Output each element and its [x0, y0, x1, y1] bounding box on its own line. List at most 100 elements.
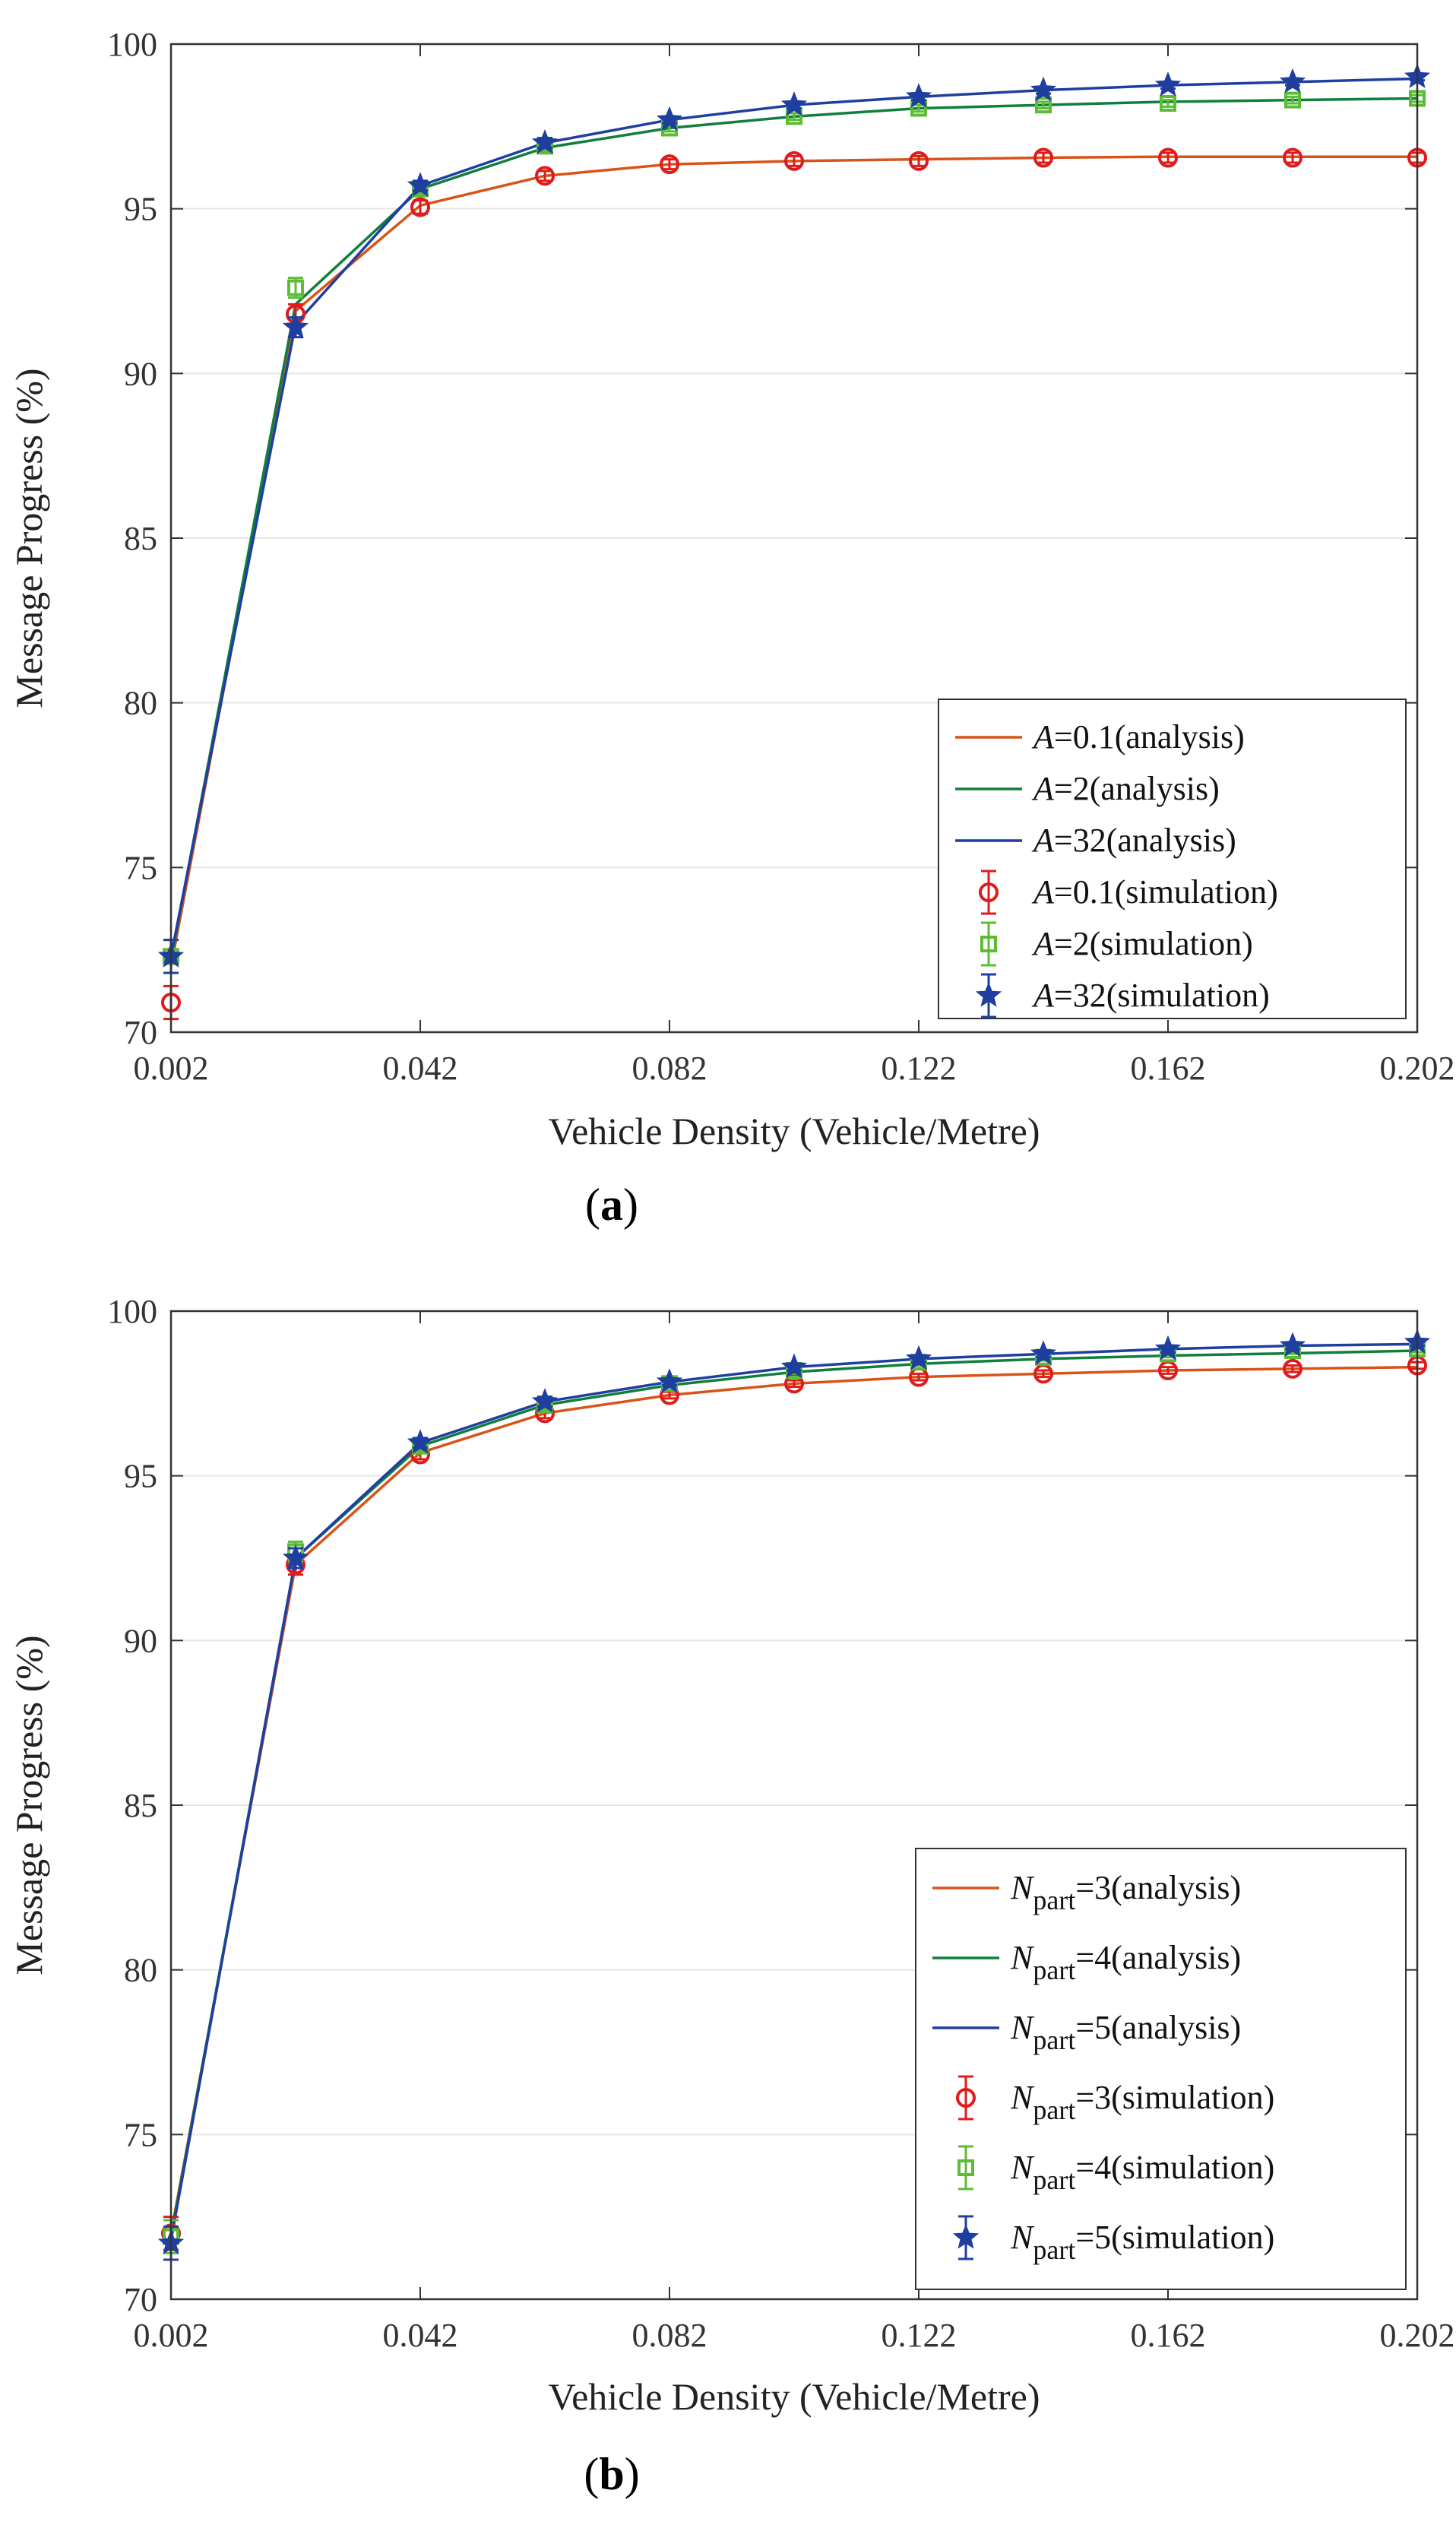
legend-label: Npart=4(analysis) [1010, 1939, 1241, 1985]
data-point [1158, 147, 1178, 168]
data-point [1154, 1335, 1182, 1361]
legend: A=0.1(analysis) A=2(analysis) A=32(analysi… [938, 699, 1407, 1019]
y-tick-label: 100 [107, 26, 157, 63]
legend-label: A=2(simulation) [1031, 925, 1253, 962]
legend-label: A=32(simulation) [1031, 977, 1270, 1014]
y-tick-label: 70 [124, 1014, 157, 1051]
data-point [1160, 95, 1176, 112]
legend-item: Npart=4(analysis) [932, 1939, 1241, 1985]
x-tick-label: 0.042 [383, 2317, 458, 2354]
data-point [1283, 147, 1302, 168]
subfigure-label: (b) [584, 2449, 639, 2499]
y-tick-label: 90 [124, 1622, 157, 1659]
data-point [531, 128, 559, 154]
legend-swatch-errorbar [958, 2145, 973, 2191]
legend-label: Npart=5(simulation) [1010, 2219, 1274, 2265]
error-bar [1160, 1366, 1176, 1375]
data-point [1279, 68, 1306, 93]
y-axis-label: Message Progress (%) [8, 1635, 50, 1975]
x-tick-label: 0.202 [1380, 1050, 1455, 1087]
data-point [905, 83, 932, 108]
data-point [909, 150, 929, 171]
error-bar [787, 1379, 802, 1389]
x-tick-label: 0.042 [383, 1050, 458, 1087]
data-point [531, 1388, 559, 1413]
x-tick-label: 0.002 [134, 1050, 209, 1087]
legend-swatch-errorbar [981, 870, 996, 915]
legend-item: A=0.1(analysis) [955, 718, 1245, 756]
legend-item: Npart=4(simulation) [957, 2145, 1274, 2195]
legend-item: A=32(simulation) [975, 973, 1270, 1018]
legend-swatch [979, 882, 999, 902]
error-bar [1036, 100, 1051, 109]
y-tick-label: 75 [124, 2116, 157, 2153]
legend-swatch-errorbar [981, 921, 996, 967]
x-tick-label: 0.162 [1131, 1050, 1206, 1087]
data-point [780, 91, 808, 116]
data-point [1035, 97, 1052, 114]
legend-swatch [975, 981, 1002, 1007]
legend-item: Npart=3(analysis) [932, 1869, 1241, 1915]
legend-swatch [980, 936, 997, 952]
axes-frame [169, 43, 1419, 1034]
data-point [656, 106, 683, 131]
data-point [1033, 147, 1053, 168]
legend-item: Npart=5(simulation) [952, 2215, 1274, 2265]
data-point [407, 172, 434, 197]
y-tick-label: 95 [124, 1458, 157, 1495]
x-tick-label: 0.122 [882, 2317, 957, 2354]
y-tick-label: 75 [124, 849, 157, 886]
error-bar [1285, 95, 1300, 105]
legend-label: A=0.1(simulation) [1031, 873, 1278, 911]
x-tick-label: 0.162 [1131, 2317, 1206, 2354]
data-point [784, 1373, 804, 1394]
subfigure-label: (a) [585, 1180, 638, 1230]
legend-item: A=32(analysis) [955, 822, 1236, 859]
legend-label: A=32(analysis) [1031, 822, 1236, 859]
data-point [1030, 1340, 1057, 1365]
y-tick-label: 95 [124, 191, 157, 228]
data-point [535, 166, 555, 186]
y-tick-label: 100 [107, 1293, 157, 1330]
data-point [287, 279, 304, 296]
x-axis-label: Vehicle Density (Vehicle/Metre) [549, 1110, 1040, 1152]
x-tick-label: 0.122 [882, 1050, 957, 1087]
error-bar [1036, 1369, 1051, 1379]
data-point [905, 1345, 932, 1370]
legend-swatch [956, 2088, 976, 2108]
legend-label: Npart=5(analysis) [1010, 2009, 1241, 2055]
data-point [1154, 71, 1182, 97]
y-tick-label: 70 [124, 2281, 157, 2318]
y-tick-label: 85 [124, 1787, 157, 1824]
x-tick-label: 0.082 [632, 2317, 707, 2354]
error-bar [1285, 1364, 1300, 1373]
error-bar [1160, 99, 1176, 108]
legend-label: Npart=4(simulation) [1010, 2149, 1274, 2195]
legend-item: A=2(analysis) [955, 770, 1220, 807]
axes-frame [169, 1310, 1419, 2301]
data-point [660, 154, 679, 175]
y-axis-label: Message Progress (%) [8, 368, 50, 708]
legend-item: A=0.1(simulation) [979, 870, 1278, 915]
chart-panel-b: 70 75 80 85 90 95 100 0.002 0.042 0.082 0.122 0.162… [8, 1293, 1455, 2499]
legend-swatch [952, 2223, 980, 2249]
data-point [282, 313, 309, 339]
x-tick-label: 0.002 [134, 2317, 209, 2354]
data-point [282, 1544, 309, 1570]
y-tick-label: 80 [124, 1952, 157, 1989]
chart-panel-a: 70 75 80 85 90 95 100 0.002 0.042 0.082 0.122 0.162… [8, 26, 1455, 1230]
legend-item: Npart=3(simulation) [956, 2075, 1274, 2125]
legend-label: Npart=3(simulation) [1010, 2079, 1274, 2125]
legend-label: Npart=3(analysis) [1010, 1869, 1241, 1915]
y-tick-label: 85 [124, 520, 157, 557]
legend-swatch [957, 2159, 974, 2176]
data-point [1279, 1332, 1306, 1357]
data-point [656, 1368, 683, 1393]
y-tick-label: 80 [124, 685, 157, 722]
x-tick-label: 0.082 [632, 1050, 707, 1087]
error-bar [911, 1372, 926, 1382]
data-point [780, 1353, 808, 1379]
legend: Npart=3(analysis) Npart=4(analysis) Npart=… [915, 1848, 1407, 2290]
x-tick-label: 0.202 [1380, 2317, 1455, 2354]
